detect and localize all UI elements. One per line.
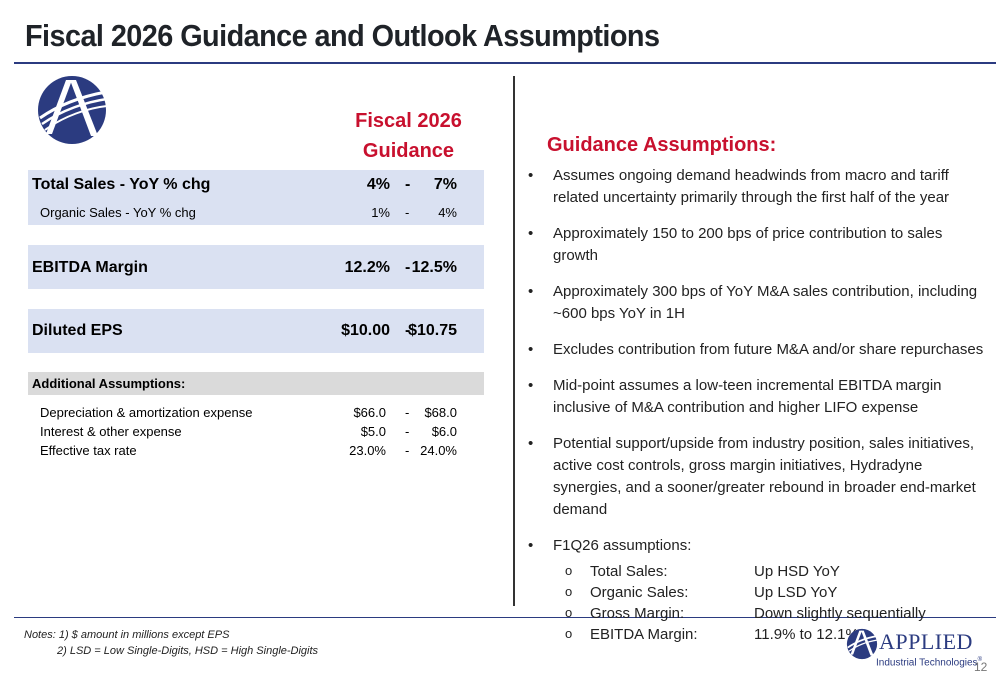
list-item: • Approximately 300 bps of YoY M&A sales … bbox=[528, 281, 990, 325]
bullet-icon: • bbox=[528, 167, 534, 184]
sub-bullet-icon: o bbox=[565, 563, 573, 578]
sub-bullet-icon: o bbox=[565, 605, 573, 620]
brand-subtitle: Industrial Technologies® bbox=[876, 657, 982, 668]
bullet-text: Approximately 300 bps of YoY M&A sales c… bbox=[553, 283, 978, 322]
ebitda-sep: - bbox=[405, 259, 411, 276]
additional-band bbox=[28, 372, 484, 395]
sub-bullet-icon: o bbox=[565, 584, 573, 599]
eps-label: Diluted EPS bbox=[32, 322, 123, 339]
add-row-sep: - bbox=[405, 405, 410, 420]
total-sales-row: Total Sales - YoY % chg 4% - 7% bbox=[32, 176, 482, 200]
f1q26-item: o Organic Sales: Up LSD YoY bbox=[553, 582, 990, 603]
f1q26-label: Total Sales: bbox=[590, 563, 668, 580]
eps-sep: - bbox=[405, 322, 411, 339]
add-row-label: Depreciation & amortization expense bbox=[40, 405, 253, 420]
footnote-1: Notes: 1) $ amount in millions except EP… bbox=[24, 629, 230, 641]
f1q26-value: Up HSD YoY bbox=[754, 563, 840, 580]
sub-bullet-icon: o bbox=[565, 626, 573, 641]
brand-name: APPLIED bbox=[879, 629, 973, 654]
bullet-icon: • bbox=[528, 283, 534, 300]
brand-logo: APPLIED Industrial Technologies® bbox=[846, 628, 982, 670]
total-sales-high: 7% bbox=[433, 176, 457, 193]
list-item: • Assumes ongoing demand headwinds from m… bbox=[528, 165, 990, 209]
bullet-text: Mid-point assumes a low-teen incremental… bbox=[553, 377, 942, 416]
guidance-header: Fiscal 2026 Guidance bbox=[336, 106, 481, 166]
guidance-header-line2: Guidance bbox=[362, 140, 455, 162]
bullet-text: Assumes ongoing demand headwinds from ma… bbox=[553, 167, 950, 206]
bullet-text: Approximately 150 to 200 bps of price co… bbox=[553, 225, 943, 264]
add-row-label: Interest & other expense bbox=[40, 424, 182, 439]
total-sales-sep: - bbox=[405, 176, 411, 193]
registered-mark: ® bbox=[977, 657, 982, 663]
bullet-text: F1Q26 assumptions: bbox=[553, 537, 692, 554]
add-row-depreciation: Depreciation & amortization expense $66.… bbox=[40, 405, 482, 429]
eps-row: Diluted EPS $10.00 - $10.75 bbox=[32, 322, 482, 346]
add-row-label: Effective tax rate bbox=[40, 443, 137, 458]
eps-low: $10.00 bbox=[341, 322, 390, 339]
add-row-high: 24.0% bbox=[420, 443, 457, 458]
bullet-text: Potential support/upside from industry p… bbox=[553, 435, 976, 518]
list-item: • Mid-point assumes a low-teen incrementa… bbox=[528, 375, 990, 419]
organic-sales-row: Organic Sales - YoY % chg 1% - 4% bbox=[40, 205, 482, 229]
brand-subtitle-text: Industrial Technologies bbox=[876, 657, 978, 669]
ebitda-band bbox=[28, 245, 484, 289]
f1q26-list: o Total Sales: Up HSD YoY o Organic Sales: U… bbox=[553, 561, 990, 645]
sales-band bbox=[28, 170, 484, 225]
f1q26-value: Down slightly sequentially bbox=[754, 605, 926, 622]
ebitda-high: 12.5% bbox=[411, 259, 457, 276]
f1q26-label: EBITDA Margin: bbox=[590, 626, 698, 643]
bullet-icon: • bbox=[528, 377, 534, 394]
organic-sales-sep: - bbox=[405, 205, 410, 220]
footnotes: Notes: 1) $ amount in millions except EP… bbox=[24, 627, 318, 659]
footer-rule bbox=[14, 617, 996, 618]
organic-sales-high: 4% bbox=[438, 205, 457, 220]
list-item: • Approximately 150 to 200 bps of price c… bbox=[528, 223, 990, 267]
add-row-high: $6.0 bbox=[431, 424, 457, 439]
add-row-high: $68.0 bbox=[424, 405, 457, 420]
total-sales-low: 4% bbox=[366, 176, 390, 193]
f1q26-item: o Gross Margin: Down slightly sequentially bbox=[553, 603, 990, 624]
f1q26-label: Organic Sales: bbox=[590, 584, 689, 601]
assumptions-list: • Assumes ongoing demand headwinds from m… bbox=[528, 165, 990, 659]
list-item: • Excludes contribution from future M&A a… bbox=[528, 339, 990, 361]
bullet-icon: • bbox=[528, 537, 534, 554]
add-row-low: $5.0 bbox=[360, 424, 386, 439]
additional-header: Additional Assumptions: bbox=[32, 376, 186, 391]
list-item: • F1Q26 assumptions: o Total Sales: Up HSD … bbox=[528, 535, 990, 645]
ebitda-label: EBITDA Margin bbox=[32, 259, 148, 276]
ebitda-row: EBITDA Margin 12.2% - 12.5% bbox=[32, 259, 482, 283]
add-row-interest: Interest & other expense $5.0 - $6.0 bbox=[40, 424, 482, 448]
f1q26-value: Up LSD YoY bbox=[754, 584, 838, 601]
total-sales-label: Total Sales - YoY % chg bbox=[32, 176, 211, 193]
slide-title: Fiscal 2026 Guidance and Outlook Assumpt… bbox=[25, 18, 660, 53]
f1q26-item: o Total Sales: Up HSD YoY bbox=[553, 561, 990, 582]
eps-high: $10.75 bbox=[408, 322, 457, 339]
bullet-icon: • bbox=[528, 435, 534, 452]
bullet-text: Excludes contribution from future M&A an… bbox=[553, 341, 984, 358]
page-number: 12 bbox=[974, 660, 988, 674]
add-row-sep: - bbox=[405, 424, 410, 439]
add-row-tax: Effective tax rate 23.0% - 24.0% bbox=[40, 443, 482, 467]
add-row-low: $66.0 bbox=[353, 405, 386, 420]
footnote-2: 2) LSD = Low Single-Digits, HSD = High S… bbox=[57, 645, 319, 657]
bullet-icon: • bbox=[528, 341, 534, 358]
f1q26-label: Gross Margin: bbox=[590, 605, 685, 622]
organic-sales-low: 1% bbox=[371, 205, 390, 220]
title-rule bbox=[14, 62, 996, 64]
applied-logo-icon bbox=[38, 76, 108, 144]
assumptions-header: Guidance Assumptions: bbox=[547, 134, 777, 156]
applied-logo-small-icon bbox=[846, 628, 878, 660]
add-row-sep: - bbox=[405, 443, 410, 458]
column-divider bbox=[513, 76, 515, 606]
f1q26-value: 11.9% to 12.1% bbox=[754, 626, 859, 643]
guidance-header-line1: Fiscal 2026 bbox=[355, 110, 462, 132]
f1q26-item: o EBITDA Margin: 11.9% to 12.1% bbox=[553, 624, 990, 645]
organic-sales-label: Organic Sales - YoY % chg bbox=[40, 205, 196, 220]
list-item: • Potential support/upside from industry … bbox=[528, 433, 990, 521]
bullet-icon: • bbox=[528, 225, 534, 242]
eps-band bbox=[28, 309, 484, 353]
add-row-low: 23.0% bbox=[349, 443, 386, 458]
ebitda-low: 12.2% bbox=[344, 259, 390, 276]
